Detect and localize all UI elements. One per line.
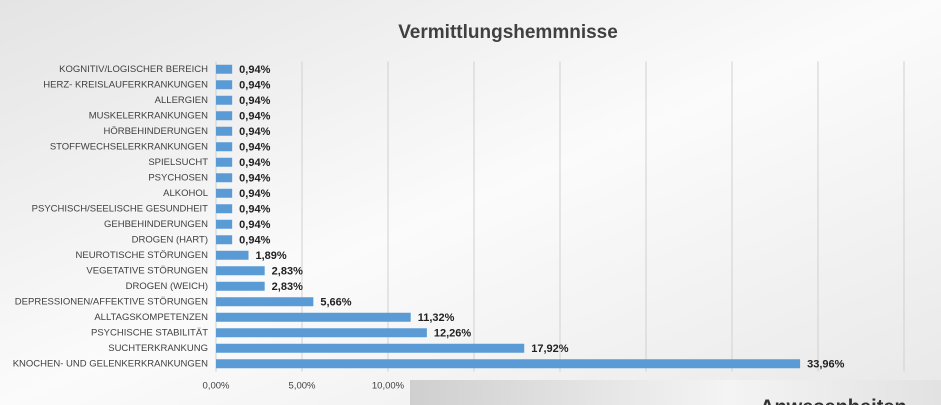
data-label: 12,26% (434, 328, 472, 340)
bar (216, 312, 411, 322)
data-label: 0,94% (239, 95, 270, 107)
bar (216, 95, 233, 105)
data-label: 0,94% (239, 80, 270, 92)
bar (216, 142, 233, 152)
data-label: 0,94% (239, 126, 270, 138)
data-label: 2,83% (272, 266, 303, 278)
y-tick-label: GEHBEHINDERUNGEN (104, 219, 208, 230)
bar (216, 64, 233, 74)
bar (216, 188, 233, 198)
bar (216, 173, 233, 183)
y-tick-label: ALLERGIEN (155, 95, 208, 106)
data-label: 0,94% (239, 219, 270, 231)
bar (216, 219, 233, 229)
y-tick-label: DROGEN (HART) (132, 234, 208, 245)
data-label: 2,83% (272, 281, 303, 293)
data-label: 0,94% (239, 157, 270, 169)
y-tick-label: PSYCHOSEN (148, 172, 208, 183)
y-tick-label: KNOCHEN- UND GELENKERKRANKUNGEN (13, 358, 208, 369)
data-label: 0,94% (239, 142, 270, 154)
bar (216, 359, 801, 369)
y-tick-label: NEUROTISCHE STÖRUNGEN (76, 250, 209, 261)
data-label: 5,66% (320, 297, 351, 309)
bar (216, 343, 525, 353)
x-tick-label: 0,00% (203, 381, 230, 392)
y-tick-label: STOFFWECHSELERKRANKUNGEN (50, 141, 208, 152)
data-label: 1,89% (256, 250, 287, 262)
y-tick-label: ALKOHOL (163, 188, 208, 199)
x-tick-label: 10,00% (372, 381, 405, 392)
y-tick-label: SPIELSUCHT (148, 157, 208, 168)
bar (216, 235, 233, 245)
bar (216, 111, 233, 121)
chart-title: Vermittlungshemmnisse (398, 22, 618, 43)
bar (216, 328, 427, 338)
data-label: 0,94% (239, 173, 270, 185)
bar (216, 126, 233, 136)
y-tick-label: HERZ- KREISLAUFERKRANKUNGEN (43, 79, 208, 90)
bar (216, 266, 265, 276)
data-label: 0,94% (239, 235, 270, 247)
y-tick-label: VEGETATIVE STÖRUNGEN (86, 265, 208, 276)
y-tick-label: ALLTAGSKOMPETENZEN (94, 312, 208, 323)
y-tick-label: DEPRESSIONEN/AFFEKTIVE STÖRUNGEN (15, 296, 208, 307)
bar (216, 157, 233, 167)
y-tick-label: PSYCHISCH/SEELISCHE GESUNDHEIT (32, 203, 209, 214)
bar (216, 204, 233, 214)
overlay-image (410, 380, 941, 405)
bar (216, 80, 233, 90)
data-label: 0,94% (239, 188, 270, 200)
data-label: 11,32% (418, 312, 455, 324)
bar (216, 297, 314, 307)
y-tick-label: KOGNITIV/LOGISCHER BEREICH (59, 64, 208, 75)
y-tick-label: DROGEN (WEICH) (126, 281, 208, 292)
data-label: 17,92% (531, 343, 569, 355)
overlay-title: Anwesenheiten (760, 396, 907, 405)
data-label: 33,96% (807, 359, 845, 371)
y-tick-label: SUCHTERKRANKUNG (108, 343, 208, 354)
y-tick-label: HÖRBEHINDERUNGEN (103, 126, 208, 137)
data-label: 0,94% (239, 64, 270, 76)
x-tick-label: 5,00% (289, 381, 316, 392)
bar (216, 281, 265, 291)
y-tick-label: PSYCHISCHE STABILITÄT (91, 327, 208, 338)
data-label: 0,94% (239, 111, 270, 123)
y-tick-label: MUSKELERKRANKUNGEN (89, 110, 208, 121)
bar (216, 250, 249, 260)
data-label: 0,94% (239, 204, 270, 216)
